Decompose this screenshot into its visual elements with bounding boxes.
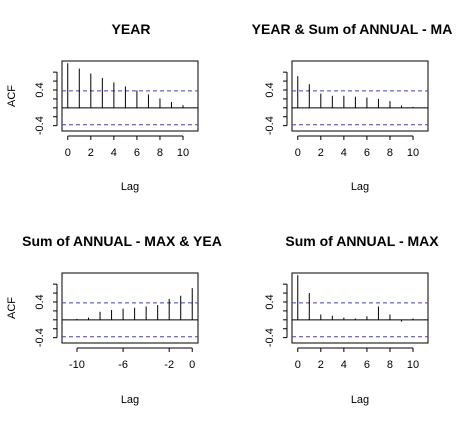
plot-frame [291, 272, 429, 344]
y-tick-label: -0.4 [264, 328, 276, 347]
x-tick-label: 0 [65, 147, 71, 159]
y-tick-label: -0.4 [34, 116, 46, 135]
panel-title: Sum of ANNUAL - MAX [285, 233, 439, 249]
x-tick-label: 8 [387, 147, 393, 159]
x-tick-label: 4 [341, 359, 347, 371]
x-axis-title: Lag [351, 181, 369, 193]
x-tick-label: 6 [364, 359, 370, 371]
y-tick-label: 0.4 [264, 294, 276, 309]
x-tick-label: 6 [134, 147, 140, 159]
acf-panel-2: YEAR & Sum of ANNUAL - MA -0.4 0.4 0 2 4 6 8 10 L… [252, 21, 453, 193]
x-tick-label: 10 [177, 147, 189, 159]
x-tick-label: 8 [387, 359, 393, 371]
x-axis-title: Lag [351, 394, 369, 406]
x-tick-label: 10 [407, 359, 419, 371]
acf-panel-1: YEAR -0.4 0.4 0 2 4 6 8 10 Lag ACF [6, 21, 199, 193]
x-tick-label: 2 [318, 147, 324, 159]
plot-frame [291, 60, 429, 132]
x-tick-label: 4 [111, 147, 117, 159]
x-tick-label: 0 [295, 147, 301, 159]
x-tick-label: 2 [318, 359, 324, 371]
x-tick-label: 6 [364, 147, 370, 159]
x-tick-label: -6 [118, 359, 128, 371]
x-axis-title: Lag [121, 394, 139, 406]
x-tick-label: -2 [164, 359, 174, 371]
panel-title: YEAR [112, 21, 151, 37]
plot-frame [61, 60, 199, 132]
y-tick-label: 0.4 [264, 82, 276, 97]
panel-title: Sum of ANNUAL - MAX & YEA [22, 233, 222, 249]
plot-frame [61, 272, 199, 344]
y-tick-label: 0.4 [34, 294, 46, 309]
acf-panel-3: Sum of ANNUAL - MAX & YEA -0.4 0.4 -10 -6 -2 0… [6, 233, 222, 406]
x-tick-label: 0 [295, 359, 301, 371]
x-tick-label: 8 [157, 147, 163, 159]
acf-panel-4: Sum of ANNUAL - MAX -0.4 0.4 0 2 4 6 8 10 Lag [264, 233, 439, 406]
x-tick-label: 0 [189, 359, 195, 371]
y-tick-label: 0.4 [34, 82, 46, 97]
x-tick-label: -10 [69, 359, 85, 371]
y-tick-label: -0.4 [34, 328, 46, 347]
panel-title: YEAR & Sum of ANNUAL - MA [252, 21, 453, 37]
y-axis-title: ACF [6, 297, 18, 319]
y-tick-label: -0.4 [264, 116, 276, 135]
x-axis-title: Lag [121, 181, 139, 193]
x-tick-label: 10 [407, 147, 419, 159]
x-tick-label: 2 [88, 147, 94, 159]
x-tick-label: 4 [341, 147, 347, 159]
y-axis-title: ACF [6, 85, 18, 107]
